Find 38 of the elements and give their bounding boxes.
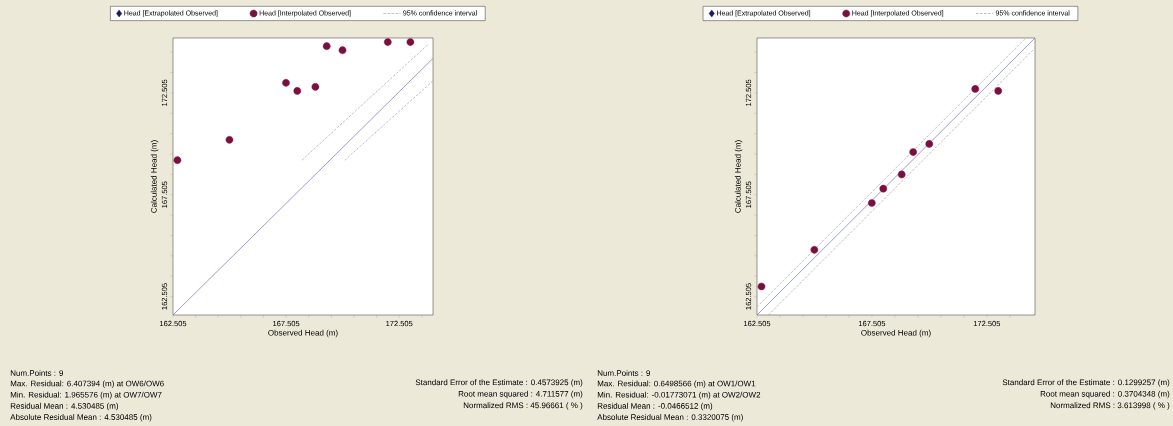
point xyxy=(225,136,234,144)
x-axis-title: Observed Head (m) xyxy=(268,329,338,338)
point xyxy=(406,38,415,46)
point xyxy=(757,282,766,291)
text: Residual Mean : 4.530485 (m) xyxy=(10,402,119,411)
text: Standard Error of the Estimate : 0.4573925 (m) xyxy=(415,379,583,387)
point xyxy=(282,79,290,87)
point xyxy=(293,87,302,95)
point xyxy=(173,156,182,164)
text: Max. Residual: 0.6498566 (m) at OW1/OW1 xyxy=(597,380,756,388)
text: Absolute Residual Mean : 4.530485 (m) xyxy=(10,414,152,422)
text: Normalized RMS : 3.613998 ( % ) xyxy=(1050,402,1170,410)
point xyxy=(810,246,819,254)
text: Normalized RMS : 45.96661 ( % ) xyxy=(463,402,583,410)
text: Standard Error of the Estimate : 0.1299257 (m) xyxy=(1002,379,1170,387)
y-axis-title: Calculated Head (m) xyxy=(150,140,159,213)
point xyxy=(383,38,392,46)
text: Max. Residual: 6.407394 (m) at OW6/OW6 xyxy=(10,380,164,388)
point xyxy=(897,170,906,179)
x-axis-title: Observed Head (m) xyxy=(861,329,931,338)
point xyxy=(994,87,1003,95)
point xyxy=(971,85,980,93)
text: Absolute Residual Mean : 0.3320075 (m) xyxy=(597,414,743,422)
point xyxy=(338,46,347,55)
point xyxy=(322,42,331,50)
point xyxy=(925,140,934,148)
text: Num.Points : 9 xyxy=(10,370,64,376)
point xyxy=(879,184,888,193)
point xyxy=(311,83,320,91)
text: Root mean squared : 0.3704348 (m) xyxy=(1040,390,1170,399)
text: Num.Points : 9 xyxy=(597,370,651,376)
text: Min. Residual: 1.965576 (m) at OW7/OW7 xyxy=(10,391,162,400)
y-axis-title: Calculated Head (m) xyxy=(734,140,743,213)
text: Residual Mean : -0.0466512 (m) xyxy=(597,402,713,411)
text: Min. Residual: -0.01773071 (m) at OW2/OW2 xyxy=(597,391,761,400)
text: Root mean squared : 4.711577 (m) xyxy=(458,390,583,399)
point xyxy=(868,199,876,207)
point xyxy=(909,148,917,156)
